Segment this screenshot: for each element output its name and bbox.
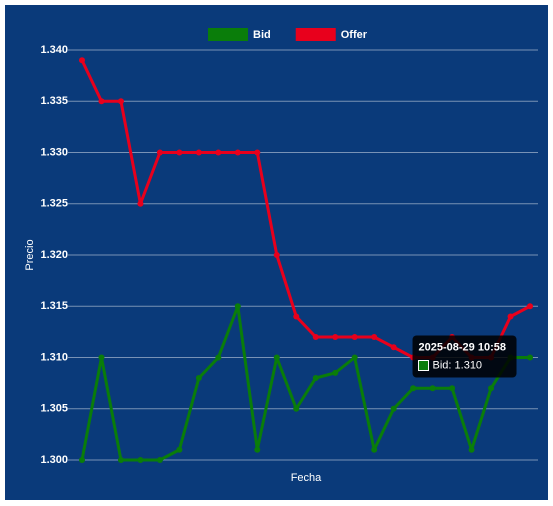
y-tick-label: 1.320 [40,249,68,261]
tooltip-box [412,335,517,378]
data-point [79,57,85,64]
data-point [137,200,144,207]
data-point [156,149,163,156]
data-point [176,149,183,156]
data-point [410,385,417,392]
data-point [234,149,241,156]
data-point [117,98,124,105]
data-point [507,313,514,320]
legend-swatch [295,28,336,41]
legend-label: Offer [341,29,368,41]
series-line [80,304,530,462]
data-point [468,446,475,453]
data-point [98,98,105,105]
data-point [527,303,533,310]
data-point [449,385,456,392]
data-point [156,457,163,463]
y-tick-label: 1.300 [40,454,68,466]
y-tick-label: 1.330 [40,146,68,158]
data-point [254,446,261,453]
data-point [312,334,319,340]
data-point [527,354,533,361]
data-point [79,457,85,463]
data-point [234,303,241,310]
data-point [215,149,222,156]
data-point [215,354,222,361]
tooltip-label: Bid: 1.310 [433,359,483,371]
data-point [273,252,280,258]
data-point [351,354,358,361]
data-point [293,405,300,412]
tooltip-swatch [418,360,430,371]
data-point [137,457,144,463]
data-point [332,369,339,376]
legend-swatch [208,28,248,41]
data-point [332,334,339,340]
data-point [488,385,495,392]
data-point [429,385,436,392]
legend-label: Bid [253,29,271,41]
data-point [312,375,319,381]
y-tick-label: 1.315 [40,300,68,312]
x-axis-title: Fecha [291,472,322,484]
data-point [293,313,300,320]
y-tick-label: 1.340 [40,44,68,56]
tooltip-title: 2025-08-29 10:58 [419,341,506,353]
y-tick-label: 1.335 [40,95,68,107]
data-point [98,354,105,361]
data-point [390,344,397,351]
data-point [176,446,183,453]
y-tick-label: 1.325 [40,198,68,210]
data-point [390,405,397,412]
data-point [273,354,280,361]
data-point [371,334,378,340]
data-point [351,334,358,340]
data-point [195,149,202,156]
y-axis-title: Precio [24,239,36,270]
data-point [117,457,124,463]
data-point [254,149,261,156]
data-point [371,446,378,453]
y-tick-label: 1.305 [40,403,68,415]
y-tick-label: 1.310 [40,351,68,363]
data-point [195,375,202,381]
